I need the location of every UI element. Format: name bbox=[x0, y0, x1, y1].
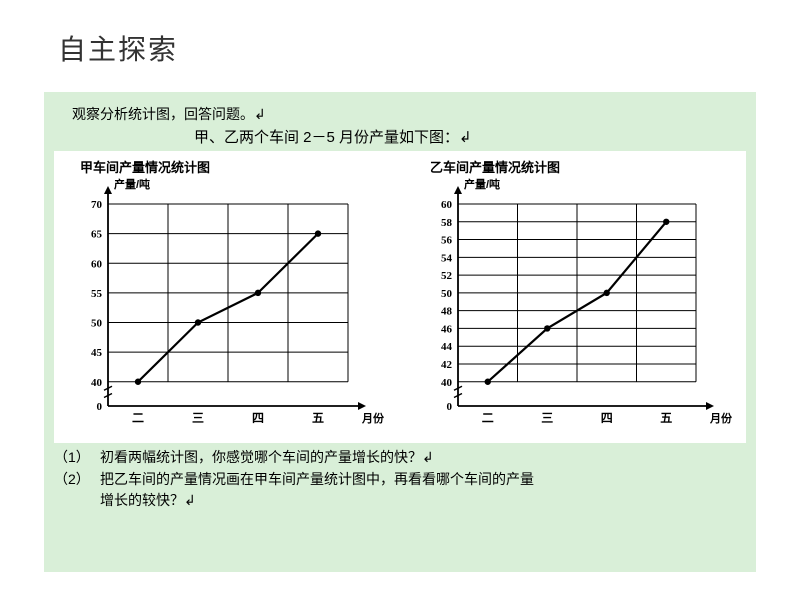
chart-a-svg: 0 40 45 50 55 60 65 70 产量/吨二 三 四 五 月份 bbox=[58, 176, 398, 436]
q1-text: 初看两幅统计图，你感觉哪个车间的产量增长的快？↲ bbox=[100, 447, 746, 469]
instruction-text: 观察分析统计图，回答问题。↲ bbox=[72, 104, 746, 124]
svg-text:44: 44 bbox=[441, 341, 453, 353]
svg-text:65: 65 bbox=[91, 229, 103, 241]
svg-text:五: 五 bbox=[312, 411, 324, 425]
charts-row: 甲车间产量情况统计图 0 40 45 50 55 60 65 70 产量/吨二 三 四 五 月份 乙车间… bbox=[54, 151, 746, 443]
svg-text:五: 五 bbox=[660, 411, 672, 425]
subtitle-text: 甲、乙两个车间 2－5 月份产量如下图：↲ bbox=[194, 126, 746, 147]
return-icon: ↲ bbox=[422, 449, 434, 465]
svg-text:四: 四 bbox=[601, 411, 613, 425]
svg-text:54: 54 bbox=[441, 252, 453, 264]
svg-text:三: 三 bbox=[541, 411, 553, 425]
page-title: 自主探索 bbox=[58, 28, 178, 68]
q2-number: （2） bbox=[54, 469, 100, 491]
subtitle-label: 甲、乙两个车间 2－5 月份产量如下图： bbox=[194, 129, 459, 146]
svg-text:70: 70 bbox=[91, 199, 103, 211]
chart-a: 甲车间产量情况统计图 0 40 45 50 55 60 65 70 产量/吨二 三 四 五 月份 bbox=[58, 155, 398, 441]
svg-text:45: 45 bbox=[91, 347, 103, 359]
question-1: （1） 初看两幅统计图，你感觉哪个车间的产量增长的快？↲ bbox=[54, 447, 746, 469]
q1-number: （1） bbox=[54, 447, 100, 469]
svg-text:月份: 月份 bbox=[361, 411, 385, 425]
svg-text:50: 50 bbox=[441, 288, 453, 300]
svg-text:0: 0 bbox=[447, 401, 453, 413]
svg-text:52: 52 bbox=[441, 270, 453, 282]
svg-text:0: 0 bbox=[97, 401, 103, 413]
chart-b-svg: 0 40 42 44 46 48 50 52 54 56 58 60 产量/吨二 三 四 五 月份 bbox=[408, 176, 746, 436]
chart-a-title: 甲车间产量情况统计图 bbox=[80, 157, 398, 176]
question-2-cont: 增长的较快？↲ bbox=[100, 490, 746, 512]
questions: （1） 初看两幅统计图，你感觉哪个车间的产量增长的快？↲ （2） 把乙车间的产量… bbox=[54, 447, 746, 512]
chart-b: 乙车间产量情况统计图 0 40 42 44 46 48 50 52 54 56 58 60 产量/吨二 三… bbox=[408, 155, 746, 441]
q2-text: 把乙车间的产量情况画在甲车间产量统计图中，再看看哪个车间的产量 bbox=[100, 469, 746, 491]
return-icon: ↲ bbox=[254, 106, 266, 122]
svg-text:48: 48 bbox=[441, 306, 453, 318]
svg-text:56: 56 bbox=[441, 235, 453, 247]
svg-text:40: 40 bbox=[441, 377, 453, 389]
return-icon: ↲ bbox=[184, 492, 196, 508]
svg-text:60: 60 bbox=[441, 199, 453, 211]
svg-text:60: 60 bbox=[91, 258, 103, 270]
svg-text:二: 二 bbox=[482, 411, 494, 425]
svg-text:月份: 月份 bbox=[709, 411, 733, 425]
instruction-label: 观察分析统计图，回答问题。 bbox=[72, 106, 254, 122]
chart-b-title: 乙车间产量情况统计图 bbox=[430, 157, 746, 176]
svg-text:42: 42 bbox=[441, 359, 453, 371]
svg-text:50: 50 bbox=[91, 318, 103, 330]
svg-text:四: 四 bbox=[252, 411, 264, 425]
svg-text:三: 三 bbox=[192, 411, 204, 425]
svg-text:40: 40 bbox=[91, 377, 103, 389]
svg-text:58: 58 bbox=[441, 217, 453, 229]
svg-text:产量/吨: 产量/吨 bbox=[114, 177, 150, 191]
question-2: （2） 把乙车间的产量情况画在甲车间产量统计图中，再看看哪个车间的产量 bbox=[54, 469, 746, 491]
q2-cont-text: 增长的较快？ bbox=[100, 492, 184, 508]
slide: 自主探索 观察分析统计图，回答问题。↲ 甲、乙两个车间 2－5 月份产量如下图：… bbox=[0, 0, 800, 600]
svg-text:二: 二 bbox=[132, 411, 144, 425]
svg-text:55: 55 bbox=[91, 288, 103, 300]
svg-text:46: 46 bbox=[441, 323, 453, 335]
content-panel: 观察分析统计图，回答问题。↲ 甲、乙两个车间 2－5 月份产量如下图：↲ 甲车间… bbox=[44, 92, 756, 572]
svg-text:产量/吨: 产量/吨 bbox=[464, 177, 500, 191]
return-icon: ↲ bbox=[459, 129, 472, 146]
